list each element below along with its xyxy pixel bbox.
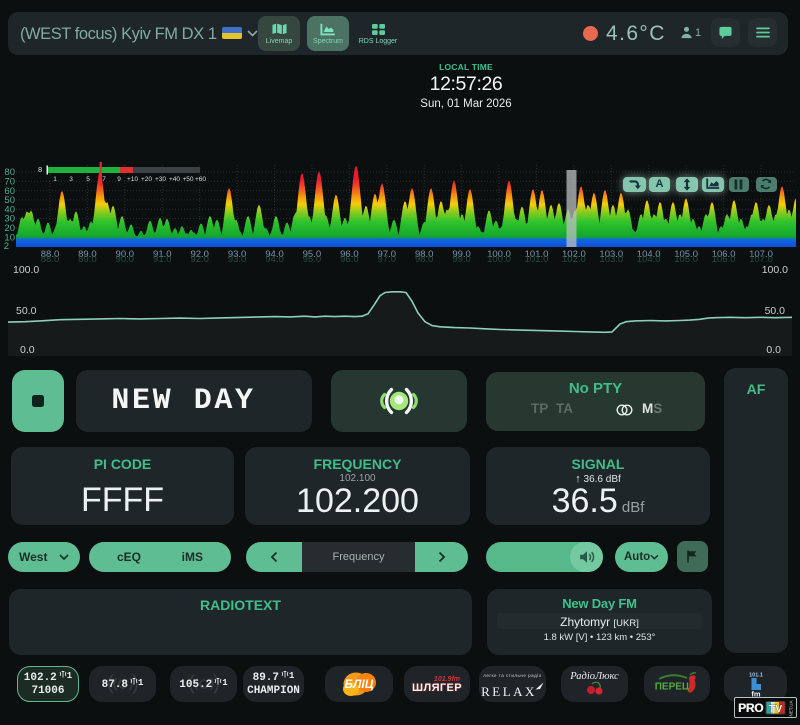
- svg-text:+50: +50: [182, 176, 193, 183]
- svg-text:fm: fm: [751, 690, 760, 699]
- svg-text:94.0: 94.0: [265, 254, 284, 265]
- svg-text:96.0: 96.0: [340, 249, 359, 260]
- svg-text:104.0: 104.0: [637, 249, 661, 260]
- svg-text:+60: +60: [195, 176, 206, 183]
- svg-text:5: 5: [86, 176, 90, 183]
- svg-text:0.0: 0.0: [20, 344, 35, 356]
- svg-text:91.0: 91.0: [153, 249, 172, 260]
- svg-text:ПЕРЕЦ: ПЕРЕЦ: [655, 682, 690, 693]
- svg-text:98.0: 98.0: [415, 249, 434, 260]
- svg-text:+30: +30: [155, 176, 166, 183]
- svg-text:91.0: 91.0: [153, 254, 172, 265]
- svg-text:+40: +40: [169, 176, 180, 183]
- svg-text:95.0: 95.0: [303, 254, 322, 265]
- svg-text:50.0: 50.0: [16, 305, 37, 317]
- svg-text:106.0: 106.0: [712, 254, 736, 265]
- svg-text:89.0: 89.0: [78, 249, 97, 260]
- svg-text:100.0: 100.0: [487, 249, 511, 260]
- svg-text:93.0: 93.0: [228, 254, 247, 265]
- svg-text:7: 7: [102, 176, 106, 183]
- svg-text:105.0: 105.0: [674, 254, 698, 265]
- svg-text:101.1: 101.1: [749, 673, 763, 679]
- svg-text:96.0: 96.0: [340, 254, 359, 265]
- svg-text:БЛІЦ: БЛІЦ: [345, 677, 374, 691]
- svg-text:1: 1: [53, 176, 57, 183]
- svg-text:101.0: 101.0: [525, 249, 549, 260]
- svg-text:+20: +20: [141, 176, 152, 183]
- svg-text:89.0: 89.0: [78, 254, 97, 265]
- svg-text:8: 8: [38, 165, 42, 174]
- svg-text:2: 2: [4, 241, 9, 252]
- svg-text:94.0: 94.0: [265, 249, 284, 260]
- svg-text:95.0: 95.0: [303, 249, 322, 260]
- svg-text:90.0: 90.0: [116, 254, 135, 265]
- svg-text:3: 3: [69, 176, 73, 183]
- svg-text:TV: TV: [769, 703, 782, 715]
- svg-text:101.0: 101.0: [525, 254, 549, 265]
- svg-text:88.0: 88.0: [41, 254, 60, 265]
- svg-text:106.0: 106.0: [712, 249, 736, 260]
- svg-text:92.0: 92.0: [190, 254, 209, 265]
- svg-text:50: 50: [4, 195, 15, 206]
- svg-text:107.0: 107.0: [749, 254, 773, 265]
- svg-text:+10: +10: [127, 176, 138, 183]
- svg-text:30: 30: [4, 214, 15, 225]
- svg-text:103.0: 103.0: [599, 249, 623, 260]
- svg-text:100.0: 100.0: [762, 264, 788, 276]
- svg-text:104.0: 104.0: [637, 254, 661, 265]
- svg-text:40: 40: [4, 204, 15, 215]
- svg-text:107.0: 107.0: [749, 249, 773, 260]
- svg-text:92.0: 92.0: [190, 249, 209, 260]
- svg-text:97.0: 97.0: [378, 249, 397, 260]
- svg-text:9: 9: [117, 176, 121, 183]
- svg-text:102.0: 102.0: [562, 254, 586, 265]
- svg-text:98.0: 98.0: [415, 254, 434, 265]
- svg-text:70: 70: [4, 177, 15, 188]
- svg-text:100.0: 100.0: [487, 254, 511, 265]
- svg-text:90.0: 90.0: [116, 249, 135, 260]
- svg-text:97.0: 97.0: [378, 254, 397, 265]
- svg-text:20: 20: [4, 223, 15, 234]
- svg-text:10: 10: [4, 232, 15, 243]
- svg-text:102.0: 102.0: [562, 249, 586, 260]
- svg-text:99.0: 99.0: [452, 254, 471, 265]
- svg-text:105.0: 105.0: [674, 249, 698, 260]
- svg-text:93.0: 93.0: [228, 249, 247, 260]
- svg-text:100.0: 100.0: [13, 264, 39, 276]
- svg-text:0.0: 0.0: [766, 344, 781, 356]
- svg-text:88.0: 88.0: [41, 249, 60, 260]
- svg-text:60: 60: [4, 186, 15, 197]
- svg-text:103.0: 103.0: [599, 254, 623, 265]
- svg-text:99.0: 99.0: [452, 249, 471, 260]
- svg-text:80: 80: [4, 167, 15, 178]
- svg-text:50.0: 50.0: [765, 305, 786, 317]
